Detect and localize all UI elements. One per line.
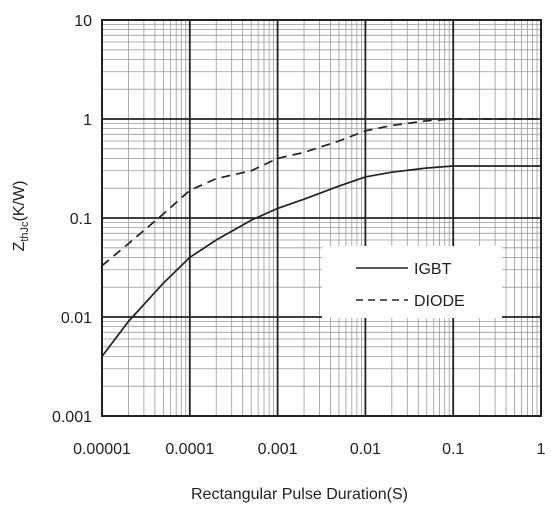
y-axis-title-subscript: thJc xyxy=(19,221,31,242)
y-tick-label: 10 xyxy=(74,13,92,30)
y-axis-title: ZthJc(K/W) xyxy=(11,181,31,252)
plot-frame xyxy=(101,19,542,417)
y-axis-title-units: (K/W) xyxy=(11,181,28,222)
x-tick-label: 0.0001 xyxy=(165,441,214,458)
x-tick-labels: 0.00001 0.0001 0.001 0.01 0.1 1 xyxy=(73,441,545,458)
y-tick-label: 0.01 xyxy=(61,310,92,327)
y-tick-label: 0.001 xyxy=(52,409,92,426)
x-tick-label: 0.001 xyxy=(258,441,298,458)
y-tick-label: 1 xyxy=(83,112,92,129)
series-line-igbt xyxy=(101,165,541,357)
x-axis-title: Rectangular Pulse Duration(S) xyxy=(191,486,408,503)
x-tick-label: 1 xyxy=(537,441,546,458)
legend-box xyxy=(322,246,502,318)
series-layer xyxy=(101,118,541,357)
series-line-diode xyxy=(101,118,541,267)
legend-label-igbt: IGBT xyxy=(414,261,452,278)
y-tick-labels: 10 1 0.1 0.01 0.001 xyxy=(52,13,92,426)
y-axis-title-main: Z xyxy=(11,241,28,251)
legend: IGBT DIODE xyxy=(322,246,502,318)
legend-label-diode: DIODE xyxy=(414,293,465,310)
x-tick-label: 0.01 xyxy=(350,441,381,458)
x-tick-label: 0.00001 xyxy=(73,441,131,458)
x-tick-label: 0.1 xyxy=(442,441,464,458)
y-tick-label: 0.1 xyxy=(70,211,92,228)
